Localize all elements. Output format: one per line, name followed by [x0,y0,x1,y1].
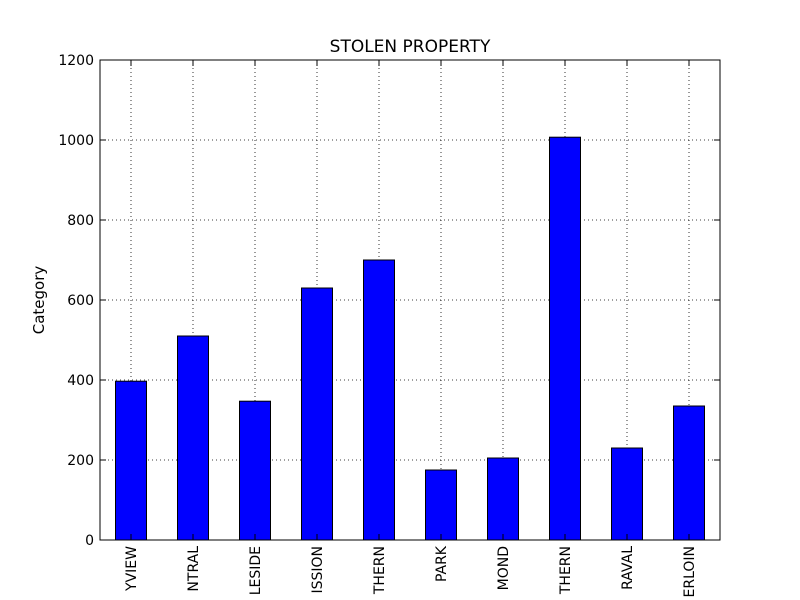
bar-raval [611,447,643,541]
y-tick-label: 600 [67,293,94,309]
bars [115,136,705,541]
y-tick-label: 1000 [58,133,94,149]
x-tick-labels: YVIEW NTRAL LESIDE ISSION THERN PARK MOND THERN… [124,545,698,597]
x-tick-label: THERN [558,546,574,595]
bar-yview [115,380,147,541]
x-tick-label: LESIDE [248,546,264,595]
y-tick-label: 400 [67,373,94,389]
axis-ticks [100,59,720,541]
y-axis-label: Category [30,266,48,335]
bar-ntral [177,335,209,541]
bar-thern [363,259,395,541]
x-tick-label: ISSION [310,546,326,594]
y-tick-label: 200 [67,453,94,469]
bar-ission [301,287,333,541]
y-tick-labels: 0 200 400 600 800 1000 1200 [58,53,94,549]
bar-leside [239,400,271,541]
y-tick-label: 800 [67,213,94,229]
chart-title: STOLEN PROPERTY [330,37,491,57]
x-tick-label: MOND [496,546,512,590]
bar-park [425,469,457,541]
x-tick-label: ERLOIN [682,546,698,598]
x-tick-label: RAVAL [620,546,636,590]
x-tick-label: NTRAL [186,546,202,592]
x-tick-label: THERN [372,546,388,595]
x-tick-label: YVIEW [124,546,140,592]
y-tick-label: 0 [85,533,94,549]
bar-mond [487,457,519,541]
bar-erloin [673,405,705,541]
x-tick-label: PARK [434,545,450,582]
y-tick-label: 1200 [58,53,94,69]
bar-thern [549,136,581,541]
